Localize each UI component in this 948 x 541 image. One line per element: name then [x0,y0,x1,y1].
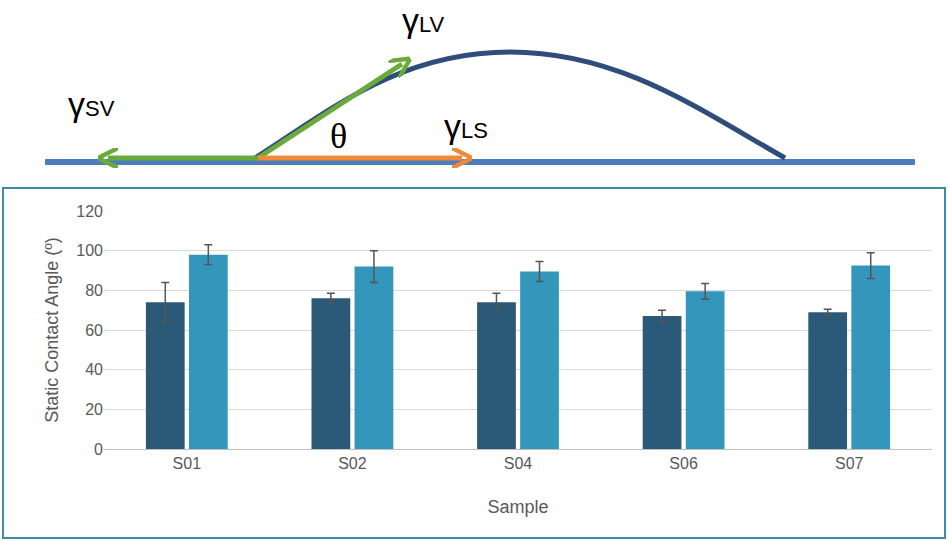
svg-text:100: 100 [76,242,103,259]
svg-text:θ: θ [330,116,347,156]
svg-text:γLS: γLS [444,107,488,145]
svg-text:0: 0 [94,441,103,458]
svg-text:S01: S01 [173,455,202,472]
svg-text:S04: S04 [504,455,533,472]
svg-text:Sample: Sample [487,497,548,517]
svg-text:γSV: γSV [68,85,115,123]
svg-text:20: 20 [85,401,103,418]
svg-text:S02: S02 [338,455,367,472]
svg-text:Static Contact Angle (º): Static Contact Angle (º) [42,237,62,423]
svg-text:60: 60 [85,322,103,339]
svg-text:40: 40 [85,361,103,378]
svg-text:S07: S07 [835,455,864,472]
svg-text:80: 80 [85,282,103,299]
svg-text:S06: S06 [669,455,698,472]
svg-text:120: 120 [76,203,103,220]
svg-text:γLV: γLV [402,1,445,39]
